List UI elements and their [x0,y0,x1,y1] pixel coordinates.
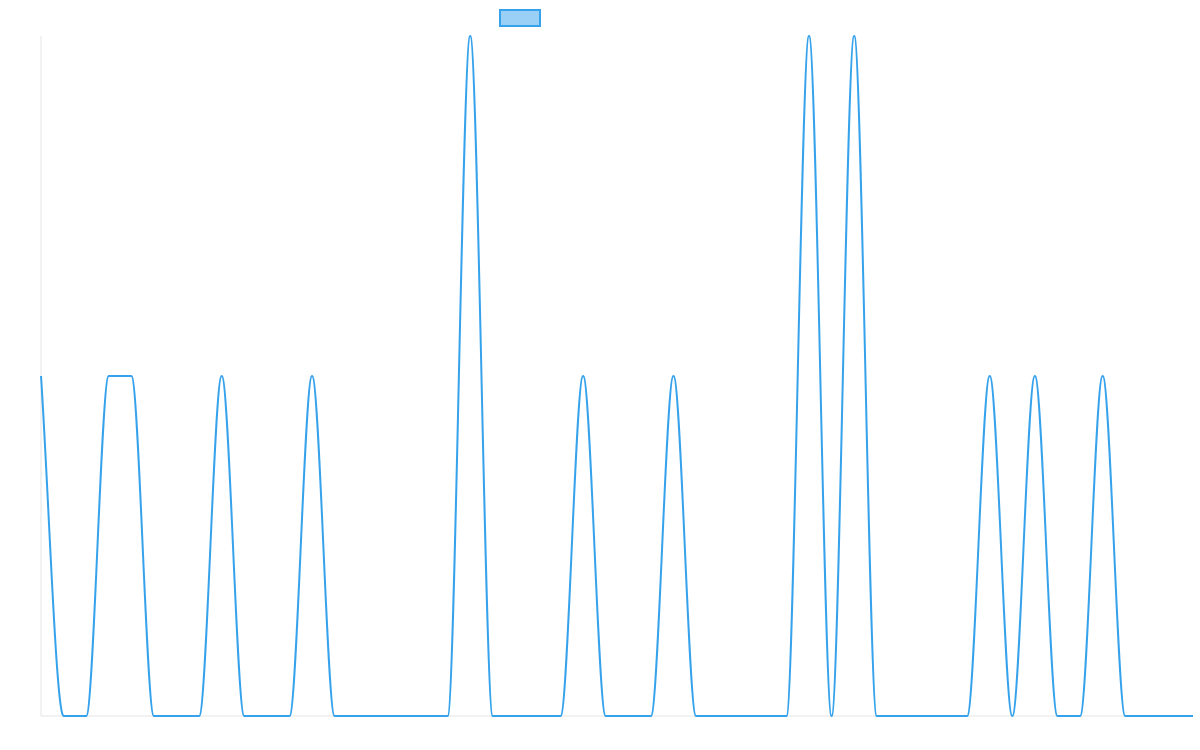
legend-swatch[interactable] [499,9,541,27]
series-line-0 [40,35,1193,717]
legend[interactable] [499,9,541,27]
legend-item[interactable] [499,9,541,27]
series-layer [40,35,1193,717]
